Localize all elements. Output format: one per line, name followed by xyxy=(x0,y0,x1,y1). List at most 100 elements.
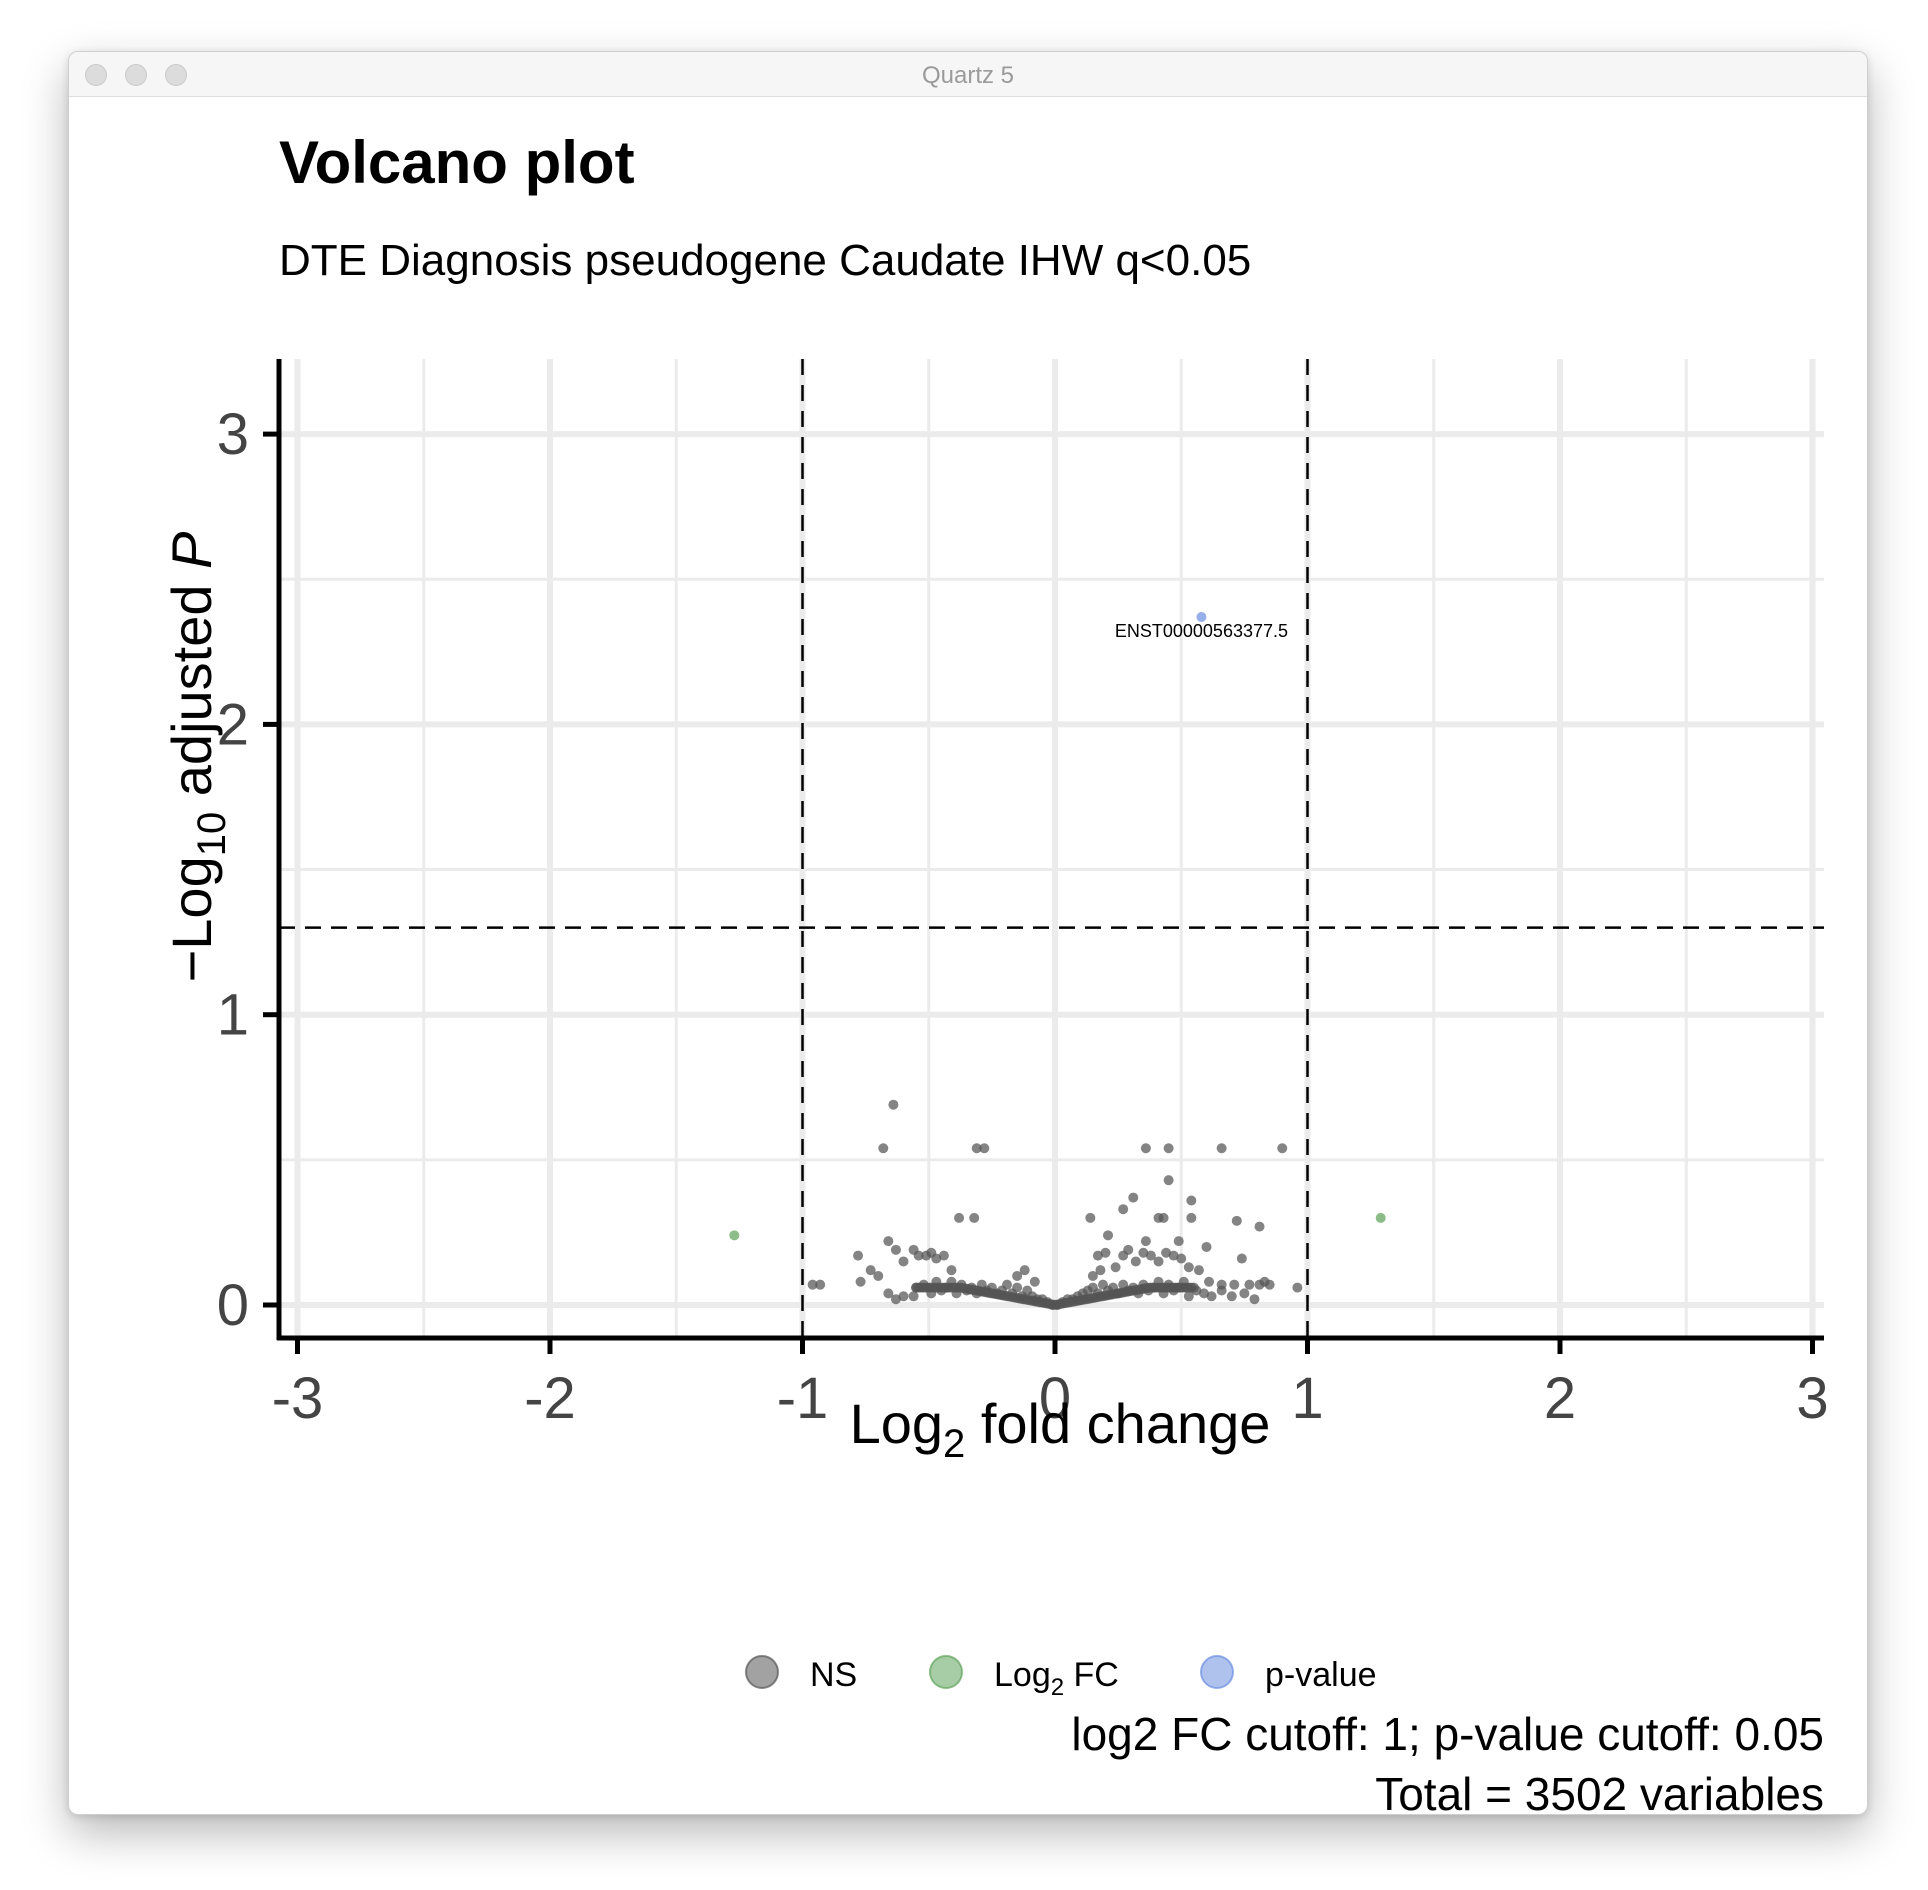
point-ns xyxy=(1188,1282,1199,1293)
point-ns xyxy=(815,1279,826,1290)
y-tick-label: 0 xyxy=(217,1273,249,1338)
point-ns xyxy=(1193,1265,1204,1276)
y-axis-label: −Log10 adjusted P xyxy=(160,532,234,983)
point-p-value xyxy=(1196,611,1207,622)
point-ns xyxy=(1123,1244,1134,1255)
y-tick-label: 3 xyxy=(217,402,249,467)
point-ns xyxy=(1198,1288,1209,1299)
quartz-window: Quartz 5 -3 -2 -1 0 1 2 3 0 1 2 3 ENST00000563377.… xyxy=(68,51,1868,1815)
point-ns xyxy=(1201,1241,1212,1252)
caption-cutoffs: log2 FC cutoff: 1; p-value cutoff: 0.05 xyxy=(1071,1708,1824,1760)
x-tick-label: -1 xyxy=(777,1366,829,1431)
window-titlebar[interactable]: Quartz 5 xyxy=(69,52,1867,97)
legend-key-0 xyxy=(745,1655,779,1689)
point-ns xyxy=(1158,1212,1169,1223)
legend-label-suffix: FC xyxy=(1064,1656,1119,1694)
point-ns xyxy=(883,1288,894,1299)
point-ns xyxy=(1183,1262,1194,1273)
point-ns xyxy=(1216,1143,1227,1154)
volcano-chart: -3 -2 -1 0 1 2 3 0 1 2 3 ENST00000563377.5 Volcano… xyxy=(160,129,1829,1814)
legend-label-2: p-value xyxy=(1265,1656,1377,1694)
cutoff-lines xyxy=(279,359,1824,1338)
point-ns xyxy=(1229,1279,1240,1290)
minimize-window-button[interactable] xyxy=(125,64,147,86)
point-ns xyxy=(1264,1279,1275,1290)
point-ns xyxy=(913,1250,924,1261)
point-ns xyxy=(888,1099,899,1110)
x-tick-label: 1 xyxy=(1291,1366,1323,1431)
close-window-button[interactable] xyxy=(85,64,107,86)
point-ns xyxy=(1292,1282,1303,1293)
point-annotations: ENST00000563377.5 xyxy=(1115,621,1288,641)
point-ns xyxy=(1186,1195,1197,1206)
point-ns xyxy=(908,1291,919,1302)
point-ns xyxy=(1173,1236,1184,1247)
point-ns xyxy=(1092,1250,1103,1261)
point-ns xyxy=(898,1256,909,1267)
point-ns xyxy=(1254,1221,1265,1232)
point-ns xyxy=(1140,1143,1151,1154)
point-ns xyxy=(1186,1212,1197,1223)
point-ns xyxy=(807,1279,818,1290)
point-ns xyxy=(1095,1265,1106,1276)
point-ns xyxy=(946,1265,957,1276)
point-log2-fc xyxy=(1375,1212,1386,1223)
point-ns xyxy=(979,1143,990,1154)
point-ns xyxy=(931,1253,942,1264)
x-tick-label: 2 xyxy=(1544,1366,1576,1431)
x-axis-label: Log2 fold change xyxy=(850,1392,1271,1466)
grid-lines xyxy=(279,359,1824,1338)
point-ns xyxy=(1204,1276,1215,1287)
caption-total: Total = 3502 variables xyxy=(1375,1768,1824,1814)
point-ns xyxy=(1206,1291,1217,1302)
x-tick-label: -2 xyxy=(524,1366,576,1431)
point-ns xyxy=(865,1265,876,1276)
point-ns xyxy=(1019,1265,1030,1276)
point-ns xyxy=(1183,1291,1194,1302)
point-ns xyxy=(1249,1294,1260,1305)
point-ns xyxy=(1012,1282,1023,1293)
point-ns xyxy=(1277,1143,1288,1154)
x-tick-label: 0 xyxy=(1039,1366,1071,1431)
point-log2-fc xyxy=(729,1230,740,1241)
point-ns xyxy=(1161,1247,1172,1258)
tick-labels: -3 -2 -1 0 1 2 3 0 1 2 3 xyxy=(217,402,1829,1431)
point-ns xyxy=(1118,1204,1129,1215)
point-ns xyxy=(1002,1279,1013,1290)
legend-key-1 xyxy=(929,1655,963,1689)
point-ns xyxy=(1087,1270,1098,1281)
point-ns xyxy=(1239,1288,1250,1299)
point-ns xyxy=(1163,1143,1174,1154)
point-ns xyxy=(878,1143,889,1154)
point-ns xyxy=(938,1250,949,1261)
legend-label-subscript: 2 xyxy=(1051,1674,1064,1701)
point-ns xyxy=(1110,1262,1121,1273)
point-ns xyxy=(855,1276,866,1287)
point-ns xyxy=(1130,1256,1141,1267)
chart-title: Volcano plot xyxy=(279,129,635,196)
legend-label-0: NS xyxy=(810,1656,857,1694)
point-ns xyxy=(1244,1279,1255,1290)
y-tick-label: 1 xyxy=(217,983,249,1048)
point-ns xyxy=(898,1291,909,1302)
legend-key-2 xyxy=(1200,1655,1234,1689)
point-ns xyxy=(1176,1253,1187,1264)
point-ns xyxy=(1085,1212,1096,1223)
point-ns xyxy=(1226,1291,1237,1302)
point-ns xyxy=(1103,1230,1114,1241)
point-ns xyxy=(890,1244,901,1255)
point-ns xyxy=(1100,1247,1111,1258)
zoom-window-button[interactable] xyxy=(165,64,187,86)
point-label: ENST00000563377.5 xyxy=(1115,621,1288,641)
point-ns xyxy=(1140,1236,1151,1247)
legend-label-1: Log2 FC xyxy=(994,1656,1119,1701)
point-ns xyxy=(873,1270,884,1281)
plot-area: -3 -2 -1 0 1 2 3 0 1 2 3 ENST00000563377.5 Volcano… xyxy=(69,97,1867,1814)
data-points xyxy=(729,611,1386,1310)
y-tick-label: 2 xyxy=(217,692,249,757)
point-ns xyxy=(1128,1192,1139,1203)
point-ns xyxy=(883,1236,894,1247)
point-ns xyxy=(971,1143,982,1154)
point-ns xyxy=(1163,1175,1174,1186)
point-ns xyxy=(954,1212,965,1223)
